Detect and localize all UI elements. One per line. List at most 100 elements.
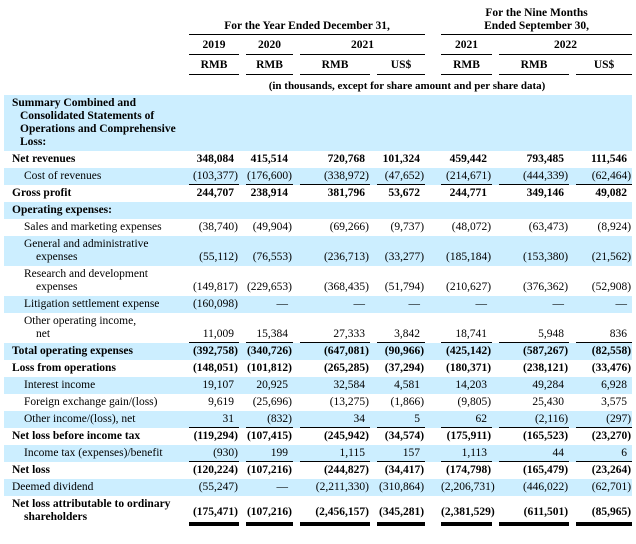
column-group-gap [425, 428, 434, 445]
cell-value [300, 202, 370, 219]
row-label: Other operating income, net [24, 315, 137, 340]
table-row: Deemed dividend (55,247) — (2,211,330) (310,… [4, 479, 633, 496]
cell-value: (832) [246, 411, 293, 428]
cell-value: (310,864) [379, 481, 425, 493]
cell-value: (9,805) [457, 396, 492, 408]
cell-value: 27,333 [300, 326, 370, 343]
column-group-gap [425, 313, 434, 343]
cell-value: (176,600) [246, 168, 293, 185]
cell-value: (52,908) [591, 281, 632, 293]
row-label: Foreign exchange gain/(loss) [24, 396, 158, 408]
table-row: Foreign exchange gain/(loss) 9,619 (25,696… [4, 394, 632, 411]
currency-header: RMB [441, 55, 493, 75]
cell-value: 32,584 [333, 379, 365, 391]
cell-value: 244,707 [196, 187, 234, 199]
cell-value: (165,523) [523, 430, 569, 442]
cell-value: 9,619 [208, 396, 234, 408]
table-row: Total operating expenses (392,758) (340,72… [4, 343, 633, 360]
currency-header-row: RMB RMB RMB US$ RMB RMB US$ [4, 55, 633, 75]
row-label: Summary Combined and Consolidated Statem… [12, 97, 176, 148]
cell-value: (23,270) [591, 430, 632, 442]
cell-value: (55,112) [199, 251, 238, 263]
cell-value: (25,696) [252, 396, 292, 408]
cell-value: (229,653) [246, 281, 292, 293]
cell-value: — [276, 298, 289, 310]
cell-value: 62 [441, 411, 493, 428]
cell-value: (85,965) [576, 504, 633, 526]
column-group-gap [425, 445, 434, 462]
cell-value: (55,247) [198, 481, 238, 493]
cell-value: (62,464) [576, 168, 633, 185]
row-label: Research and development expenses [24, 268, 148, 293]
cell-value: (297) [576, 411, 633, 428]
cell-value: (47,652) [377, 168, 426, 185]
cell-value: 18,741 [441, 326, 493, 343]
cell-value: (160,098) [192, 298, 238, 310]
cell-value: (647,081) [323, 345, 369, 357]
cell-value: 6 [576, 445, 633, 462]
cell-value: 4,581 [394, 379, 421, 391]
table-row: Interest income 19,107 20,925 32,584 4,581 14… [4, 377, 633, 394]
currency-header: RMB [300, 55, 370, 75]
table-row: General and administrative expenses (55,1… [4, 236, 633, 266]
cell-value: (107,216) [246, 504, 293, 526]
cell-value: 6,928 [601, 379, 628, 391]
cell-value: (368,435) [323, 281, 369, 293]
cell-value [189, 202, 239, 219]
cell-value: (69,266) [329, 221, 369, 233]
financial-table-body: Summary Combined and Consolidated Statem… [4, 95, 633, 526]
cell-value: (175,911) [446, 430, 492, 442]
row-label: Loss from operations [12, 362, 116, 374]
cell-value: 19,107 [202, 379, 234, 391]
cell-value: (2,206,731) [441, 481, 495, 493]
cell-value: 101,324 [382, 153, 421, 165]
cell-value: (930) [189, 445, 239, 462]
cell-value: (107,216) [246, 464, 292, 476]
cell-value: (119,294) [193, 430, 238, 442]
column-group-gap [425, 95, 434, 151]
table-row: Sales and marketing expenses (38,740) (49,… [4, 219, 632, 236]
cell-value: (38,740) [198, 221, 238, 233]
cell-value: (180,371) [446, 362, 492, 374]
cell-value: (8,924) [597, 221, 632, 233]
cell-value: (34,574) [384, 430, 425, 442]
cell-value: (153,380) [523, 251, 569, 263]
cell-value: (611,501) [499, 504, 570, 526]
cell-value: (107,415) [246, 430, 292, 442]
cell-value: — [615, 298, 628, 310]
cell-value: (2,381,529) [441, 504, 495, 526]
cell-value: (120,224) [192, 464, 238, 476]
year-2022-header: 2022 [499, 35, 633, 55]
cell-value [377, 134, 425, 151]
cell-value: 238,914 [250, 187, 288, 199]
column-group-gap [425, 377, 434, 394]
row-label: Net revenues [12, 153, 76, 165]
cell-value: (587,267) [523, 345, 569, 357]
row-label: Income tax (expenses)/benefit [24, 447, 163, 459]
row-label: General and administrative expenses [24, 238, 149, 263]
table-row: Other income/(loss), net 31 (832) 34 5 62 (2,1… [4, 411, 633, 428]
cell-value [189, 134, 239, 151]
column-group-gap [425, 462, 434, 479]
cell-value: 836 [576, 326, 633, 343]
cell-value: (34,417) [384, 464, 425, 476]
cell-value: (238,121) [523, 362, 569, 374]
row-label: Net loss [12, 464, 51, 476]
row-label: Net loss before income tax [12, 430, 141, 442]
cell-value: 3,575 [601, 396, 628, 408]
header-spacer [4, 6, 182, 35]
row-label: Cost of revenues [24, 170, 102, 182]
cell-value: 244,771 [449, 187, 488, 199]
currency-header: US$ [377, 55, 426, 75]
currency-header: US$ [576, 55, 633, 75]
nine-months-period-header: For the Nine Months Ended September 30, [441, 6, 633, 35]
column-group-gap [425, 185, 434, 202]
cell-value: 31 [189, 411, 239, 428]
cell-value: (51,794) [384, 281, 425, 293]
cell-value: 15,384 [246, 326, 293, 343]
year-2019-header: 2019 [189, 35, 239, 55]
column-group-gap [425, 6, 434, 35]
column-group-gap [425, 55, 434, 75]
table-row: Litigation settlement expense (160,098) — —… [4, 296, 633, 313]
column-group-gap [425, 266, 434, 296]
